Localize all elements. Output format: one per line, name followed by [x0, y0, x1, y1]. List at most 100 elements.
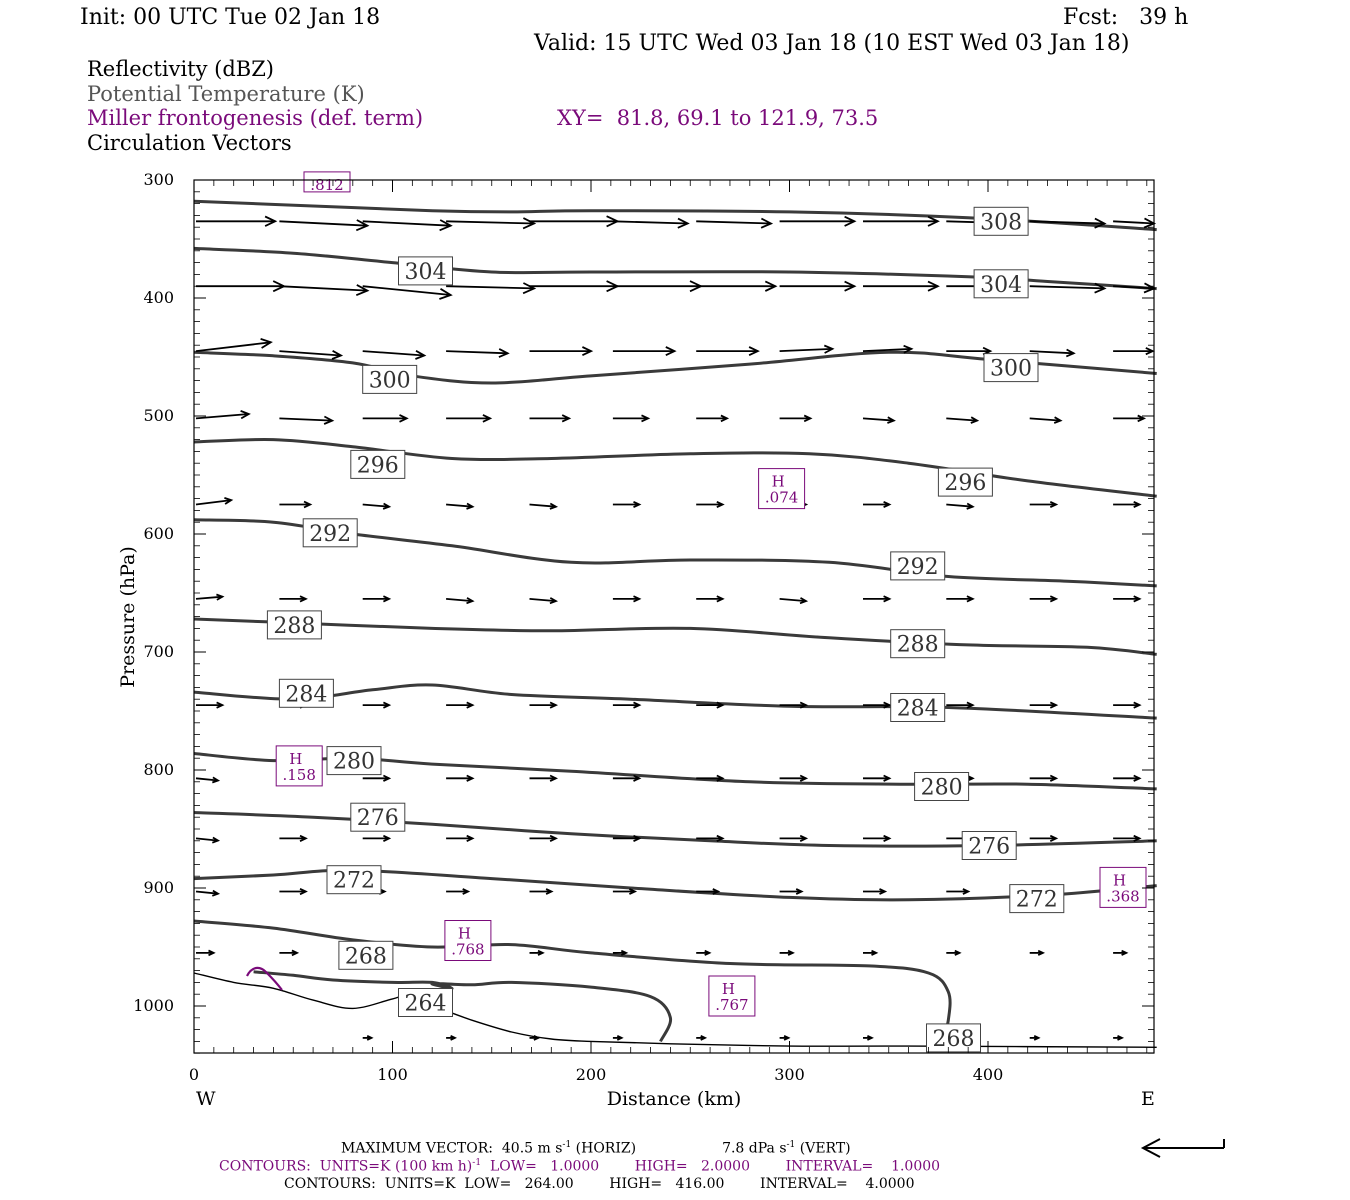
vector-head [1037, 949, 1046, 956]
vector-head [962, 888, 971, 895]
vector-head [216, 593, 225, 601]
circulation-vector [279, 415, 335, 425]
y-tick-label: 500 [143, 406, 174, 425]
frontogenesis-value: .767 [715, 996, 748, 1014]
theta-label-300: 300 [983, 353, 1039, 383]
vector-head [450, 1034, 457, 1041]
vector-head [462, 888, 471, 895]
theta-label-284: 284 [278, 678, 334, 708]
vector-head [799, 597, 809, 605]
vector-head [700, 1034, 708, 1041]
vector-head [1049, 834, 1059, 843]
theta-label-box [1009, 884, 1065, 914]
theta-label-text: 268 [345, 944, 387, 969]
theta-label-296: 296 [937, 467, 993, 497]
vector-head [1145, 347, 1155, 356]
theta-label-box [326, 746, 382, 776]
vector-head [533, 1034, 541, 1041]
circulation-vector [696, 1034, 708, 1041]
cross-section-endpoints: XY= 81.8, 69.1 to 121.9, 73.5 [557, 106, 879, 130]
frontogenesis-label: H.074 [758, 468, 806, 510]
circulation-vector [529, 502, 559, 510]
vector-head [211, 836, 221, 844]
circulation-vector [946, 949, 962, 956]
vector-head [439, 219, 453, 232]
vector-head [616, 1034, 624, 1041]
vector-head [883, 774, 892, 782]
vector-head [331, 350, 344, 360]
circulation-vector [612, 280, 704, 293]
west-label: W [196, 1088, 216, 1110]
vector-head [415, 350, 427, 360]
vector-head [887, 416, 896, 424]
y-tick-label: 800 [143, 760, 174, 779]
vector-head [927, 215, 940, 227]
vector-head [883, 595, 892, 603]
vector-shaft [195, 777, 219, 782]
vector-head [522, 282, 537, 295]
vector-head [764, 280, 778, 292]
vector-head [823, 344, 835, 354]
vector-head [355, 219, 370, 232]
vector-shaft [362, 220, 451, 227]
circulation-vector [195, 776, 221, 784]
frontogenesis-label-box [758, 468, 806, 510]
circulation-vector [446, 348, 510, 358]
vector-shaft [195, 837, 219, 842]
theta-label-text: 276 [968, 835, 1010, 860]
theta-label-300: 300 [362, 364, 418, 394]
frontogenesis-label-box [1099, 866, 1147, 908]
vector-head [787, 949, 795, 956]
vector-shaft [279, 285, 368, 292]
theta-label-292: 292 [302, 518, 358, 548]
vector-head [633, 701, 642, 709]
circulation-vector [696, 834, 725, 843]
circulation-vector [446, 597, 475, 605]
theta-label-304: 304 [398, 256, 453, 286]
vector-head [1133, 774, 1142, 782]
circulation-vector [863, 500, 892, 509]
x-tick-label: 0 [189, 1065, 199, 1084]
circulation-vector [446, 1034, 457, 1041]
circulation-vector [362, 595, 392, 603]
vector-shaft [446, 598, 473, 602]
circulation-vector [362, 219, 453, 232]
circulation-vector [279, 949, 300, 957]
circulation-vector [612, 500, 642, 509]
circulation-vector [195, 889, 221, 897]
frontogenesis-high-marker: H [458, 925, 471, 943]
circulation-vector [946, 502, 975, 510]
legend-potential-temperature: Potential Temperature (K) [87, 82, 365, 106]
circulation-vector [446, 414, 493, 423]
y-tick-label: 400 [143, 288, 174, 307]
vector-head [1137, 414, 1147, 423]
circulation-vector [279, 350, 344, 360]
circulation-vector [529, 1034, 541, 1041]
vector-shaft [279, 220, 368, 227]
theta-label-text: 276 [357, 806, 399, 831]
circulation-vector [1113, 774, 1142, 782]
vector-head [1133, 500, 1142, 509]
circulation-vector [779, 597, 809, 605]
circulation-vector [529, 888, 554, 895]
vector-head [545, 888, 554, 895]
circulation-vector [195, 410, 251, 420]
circulation-vector [1029, 701, 1059, 709]
theta-label-box [362, 364, 418, 394]
circulation-vector [696, 414, 730, 423]
frontogenesis-label-box [444, 920, 492, 961]
max-vector-line: MAXIMUM VECTOR: 40.5 m s-1 (HORIZ) 7.8 dP… [341, 1140, 851, 1157]
vector-head [240, 410, 251, 420]
theta-label-268: 268 [338, 940, 394, 970]
vector-shaft [529, 598, 556, 602]
theta-label-text: 288 [897, 633, 939, 658]
circulation-vector [612, 888, 638, 895]
vector-head [954, 949, 962, 956]
vector-head [1133, 834, 1142, 843]
vector-head [629, 888, 638, 895]
theta-label-box [302, 518, 358, 548]
circulation-vector [779, 774, 809, 782]
theta-label-276: 276 [961, 831, 1017, 860]
vector-head [927, 280, 940, 292]
theta-label-box [973, 269, 1029, 299]
